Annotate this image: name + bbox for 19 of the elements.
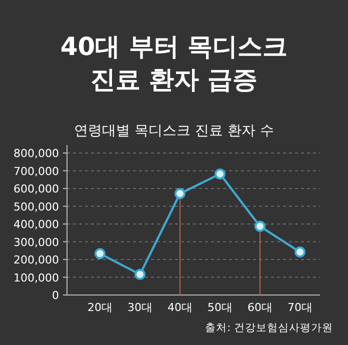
xtick: 30대 [128, 301, 152, 314]
ytick: 500,000 [14, 200, 59, 214]
subtitle: 연령대별 목디스크 진료 환자 수 [74, 123, 274, 139]
ytick: 0 [52, 289, 59, 302]
ytick: 300,000 [14, 236, 59, 249]
ytick: 400,000 [14, 218, 59, 231]
xtick: 70대 [288, 301, 312, 314]
annotation: 출처: 건강보험심사평가원 [205, 322, 333, 334]
title: 진료 환자 급증 [90, 65, 258, 94]
title: 40대 부터 목디스크 [60, 32, 288, 61]
xtick: 40대 [168, 301, 192, 314]
xtick: 20대 [88, 301, 112, 314]
xtick: 50대 [208, 301, 232, 314]
ytick: 200,000 [14, 254, 59, 266]
ytick: 800,000 [14, 147, 59, 160]
ytick: 600,000 [14, 182, 59, 196]
xtick: 60대 [248, 301, 272, 314]
ytick: 100,000 [14, 271, 59, 284]
ytick: 700,000 [14, 164, 59, 178]
